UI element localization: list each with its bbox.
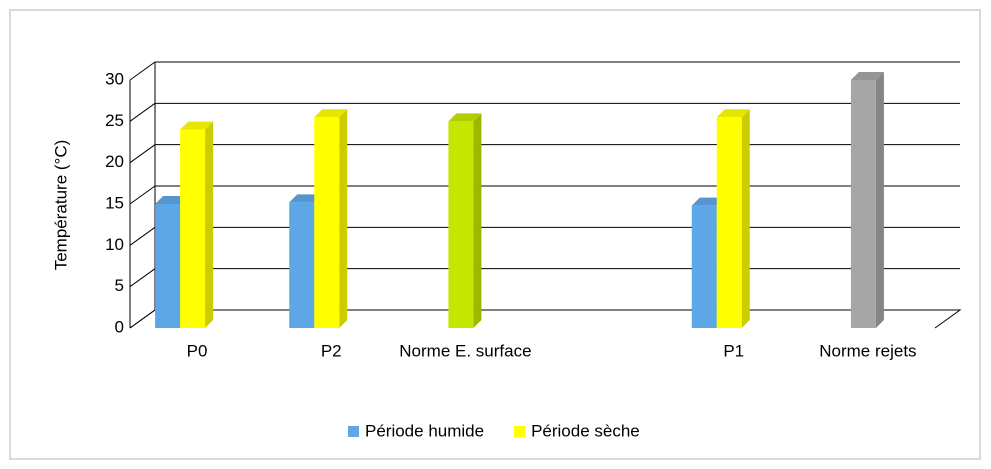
y-tick-label: 5 <box>115 276 124 295</box>
bar <box>850 72 884 328</box>
bar-face <box>180 121 214 130</box>
y-tick-label: 20 <box>105 152 124 171</box>
bar-face <box>155 196 189 204</box>
bar-face <box>850 72 884 80</box>
bar-face <box>875 72 884 328</box>
grid-line <box>129 102 156 122</box>
bar-face <box>155 204 181 328</box>
legend-swatch <box>514 426 526 437</box>
bar <box>314 109 348 328</box>
grid-line <box>129 309 156 329</box>
x-tick-label: Norme rejets <box>819 341 916 360</box>
y-tick-label: 0 <box>115 317 124 336</box>
bar-face <box>691 197 725 206</box>
bar-face <box>314 109 348 118</box>
bar-face <box>205 121 214 328</box>
x-tick-label: Norme E. surface <box>399 341 531 360</box>
bar-face <box>314 117 340 328</box>
x-tick-label: P2 <box>321 341 342 360</box>
grid-line <box>129 185 156 205</box>
y-tick-label: 30 <box>105 69 124 88</box>
grid-line <box>129 144 156 164</box>
bar-face <box>691 205 717 328</box>
bar-face <box>289 194 323 203</box>
legend-label: Période humide <box>365 421 484 440</box>
bar-face <box>180 129 206 328</box>
legend-label: Période sèche <box>531 421 640 440</box>
bar-face <box>741 109 750 328</box>
y-tick-label: 25 <box>105 111 124 130</box>
x-tick-label: P0 <box>187 341 208 360</box>
y-axis-label: Température (°C) <box>51 140 70 271</box>
bar-face <box>850 80 876 328</box>
bar-face <box>289 202 315 328</box>
legend-swatch <box>348 426 359 437</box>
grid-line <box>129 226 156 246</box>
bar-face <box>339 109 348 328</box>
y-tick-label: 10 <box>105 235 124 254</box>
bar-face <box>473 113 482 328</box>
bar-face <box>448 121 474 328</box>
bar-face <box>716 117 742 328</box>
bar <box>448 113 482 328</box>
bar <box>716 109 750 328</box>
grid-line <box>129 61 156 81</box>
bar-face <box>448 113 482 122</box>
y-tick-label: 15 <box>105 193 124 212</box>
bar-face <box>716 109 750 118</box>
x-tick-label: P1 <box>723 341 744 360</box>
bar <box>180 121 214 328</box>
grid-line <box>129 268 156 288</box>
